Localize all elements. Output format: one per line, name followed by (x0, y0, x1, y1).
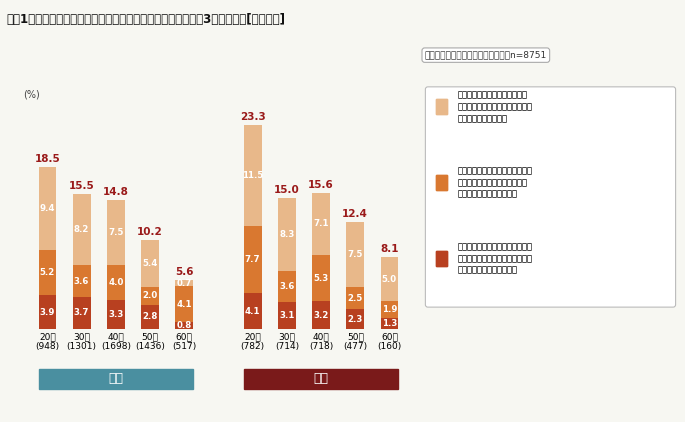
Bar (38, 249, 56, 295)
Text: 18.5: 18.5 (34, 154, 60, 165)
Bar (244, 293, 262, 329)
Bar (107, 200, 125, 265)
Text: 2.0: 2.0 (142, 292, 158, 300)
Text: 3.6: 3.6 (279, 282, 295, 291)
Bar (312, 255, 330, 301)
Bar (175, 286, 193, 322)
FancyBboxPatch shape (425, 87, 675, 307)
Bar (244, 369, 398, 389)
Text: 7.5: 7.5 (347, 250, 363, 259)
Bar (347, 287, 364, 309)
Bar (381, 257, 398, 301)
Bar (38, 369, 193, 389)
Bar (38, 168, 56, 249)
Bar (175, 280, 193, 286)
Text: 7.5: 7.5 (108, 228, 123, 237)
Text: 4.1: 4.1 (245, 307, 260, 316)
Text: 3.6: 3.6 (74, 276, 89, 286)
Text: 0.8: 0.8 (177, 321, 192, 330)
Text: 10.2: 10.2 (137, 227, 163, 237)
Bar (381, 301, 398, 318)
Bar (381, 318, 398, 329)
Bar (107, 265, 125, 300)
Text: 5.6: 5.6 (175, 267, 193, 277)
Text: 4.0: 4.0 (108, 279, 123, 287)
Bar (278, 302, 296, 329)
Text: 2.8: 2.8 (142, 312, 158, 322)
FancyBboxPatch shape (436, 251, 447, 265)
Bar (347, 309, 364, 329)
Text: 3.9: 3.9 (40, 308, 55, 316)
Text: 5.4: 5.4 (142, 259, 158, 268)
Text: (%): (%) (23, 89, 40, 100)
Text: メンタルヘルスの不調によって、
病院で治療を受けていても、日常
生活を送るのが困難だった: メンタルヘルスの不調によって、 病院で治療を受けていても、日常 生活を送るのが困… (458, 242, 532, 275)
Text: 3.2: 3.2 (313, 311, 329, 320)
Bar (312, 193, 330, 255)
Text: スクリーニング調査　正規雇用者　n=8751: スクリーニング調査 正規雇用者 n=8751 (425, 51, 547, 60)
Text: 5.3: 5.3 (314, 273, 329, 282)
Text: 図表1：正規雇用者におけるメンタルヘルス不調経験率（過去3年以内）　[性年代別]: 図表1：正規雇用者におけるメンタルヘルス不調経験率（過去3年以内） [性年代別] (7, 13, 286, 26)
Text: 3.7: 3.7 (74, 308, 89, 317)
Text: メンタルヘルスの不調によって、
日常生活を送るのが困難だった
が、病院には行かなかった: メンタルヘルスの不調によって、 日常生活を送るのが困難だった が、病院には行かな… (458, 166, 532, 199)
Text: 8.3: 8.3 (279, 230, 295, 239)
Bar (175, 322, 193, 329)
Text: 女性: 女性 (314, 373, 329, 385)
Text: 2.3: 2.3 (347, 315, 363, 324)
Text: メンタルヘルスの不調があった
が、病院で治療を受けることで、
日常生活を送れていた: メンタルヘルスの不調があった が、病院で治療を受けることで、 日常生活を送れてい… (458, 90, 532, 123)
Bar (73, 297, 90, 329)
Text: 14.8: 14.8 (103, 187, 129, 197)
Text: 3.1: 3.1 (279, 311, 295, 320)
Bar (278, 198, 296, 271)
Text: メンタルヘルスの不調があった
が、病院で治療を受けることで、
日常生活を送れていた: メンタルヘルスの不調があった が、病院で治療を受けることで、 日常生活を送れてい… (458, 90, 532, 123)
Text: 23.3: 23.3 (240, 112, 266, 122)
Text: 7.1: 7.1 (313, 219, 329, 228)
Text: 12.4: 12.4 (342, 208, 368, 219)
Text: 8.2: 8.2 (74, 225, 89, 234)
Text: 1.9: 1.9 (382, 305, 397, 314)
Text: 5.2: 5.2 (40, 268, 55, 277)
Bar (244, 226, 262, 293)
Text: 15.5: 15.5 (68, 181, 95, 191)
FancyBboxPatch shape (436, 251, 447, 265)
FancyBboxPatch shape (436, 100, 447, 114)
Text: 5.0: 5.0 (382, 275, 397, 284)
FancyBboxPatch shape (436, 100, 447, 114)
Text: 11.5: 11.5 (242, 171, 263, 180)
Text: 8.1: 8.1 (380, 244, 399, 254)
Bar (107, 300, 125, 329)
Text: 2.5: 2.5 (347, 294, 363, 303)
FancyBboxPatch shape (436, 175, 447, 189)
Text: 1.3: 1.3 (382, 319, 397, 328)
Bar (141, 305, 159, 329)
Text: 0.7: 0.7 (177, 279, 192, 288)
Bar (141, 240, 159, 287)
Bar (73, 265, 90, 297)
Text: 4.1: 4.1 (177, 300, 192, 309)
Bar (244, 125, 262, 226)
Bar (73, 194, 90, 265)
Bar (347, 222, 364, 287)
Text: 男性: 男性 (108, 373, 123, 385)
FancyBboxPatch shape (436, 175, 447, 189)
Bar (278, 271, 296, 302)
Text: 3.3: 3.3 (108, 310, 123, 319)
Text: 7.7: 7.7 (245, 255, 260, 264)
Bar (312, 301, 330, 329)
Text: 9.4: 9.4 (40, 204, 55, 213)
Bar (38, 295, 56, 329)
Text: メンタルヘルスの不調によって、
日常生活を送るのが困難だった
が、病院には行かなかった: メンタルヘルスの不調によって、 日常生活を送るのが困難だった が、病院には行かな… (458, 166, 532, 199)
Text: メンタルヘルスの不調によって、
病院で治療を受けていても、日常
生活を送るのが困難だった: メンタルヘルスの不調によって、 病院で治療を受けていても、日常 生活を送るのが困… (458, 242, 532, 275)
Text: 15.0: 15.0 (274, 185, 300, 195)
Text: 15.6: 15.6 (308, 180, 334, 190)
Bar (141, 287, 159, 305)
